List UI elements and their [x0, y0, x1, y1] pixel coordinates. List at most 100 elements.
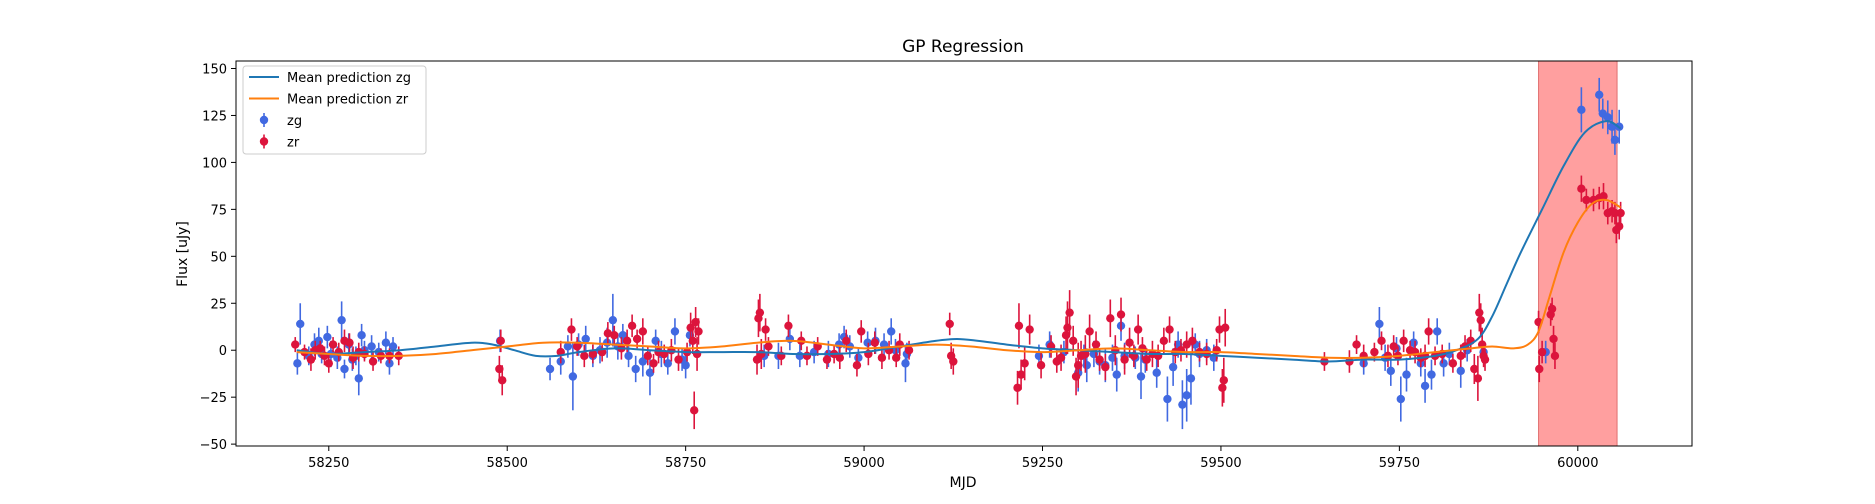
data-point-zr: [567, 325, 576, 334]
data-point-zr: [1377, 336, 1386, 346]
data-point-zr: [368, 357, 378, 366]
data-point-zr: [1547, 304, 1557, 314]
y-axis-label: Flux [uJy]: [175, 221, 191, 287]
data-point-zr: [1106, 314, 1115, 323]
data-point-zg: [323, 332, 332, 342]
x-tick-label: 59500: [1200, 456, 1241, 471]
data-point-zr: [1056, 353, 1066, 362]
data-point-zg: [854, 353, 863, 362]
data-point-zr: [1014, 321, 1024, 331]
data-point-zr: [328, 340, 338, 349]
y-tick-label: 50: [210, 250, 227, 265]
data-point-zg: [785, 334, 795, 344]
data-point-zr: [1159, 336, 1169, 346]
y-tick-label: 0: [219, 344, 227, 359]
data-point-zg: [1375, 319, 1384, 329]
data-point-zr: [1582, 195, 1591, 205]
data-point-zg: [1182, 391, 1191, 400]
data-point-zr: [1069, 336, 1078, 346]
data-point-zg: [901, 359, 910, 368]
data-point-zr: [1219, 376, 1228, 385]
legend-label: zr: [287, 136, 300, 151]
x-axis: 58250 58500 58750 59000 59250 59500 59750 60000: [308, 446, 1598, 471]
data-point-zr: [694, 327, 703, 336]
legend-item-zr: zr: [259, 134, 300, 151]
data-point-zg: [1168, 362, 1178, 372]
data-point-zr: [835, 353, 845, 362]
legend-marker-swatch: [259, 115, 269, 125]
legend-item-zg: zg: [259, 113, 302, 129]
x-tick-label: 59750: [1379, 456, 1420, 471]
y-tick-label: −25: [200, 391, 227, 406]
data-point-zr: [1473, 374, 1483, 383]
y-tick-label: 150: [202, 63, 227, 78]
data-point-zg: [388, 342, 398, 351]
x-tick-label: 58250: [308, 456, 349, 471]
data-point-zg: [1186, 374, 1196, 383]
data-point-zg: [863, 338, 872, 347]
data-point-zr: [1116, 310, 1126, 319]
legend: Mean prediction zg Mean prediction zr zg zr: [242, 65, 427, 155]
data-point-zr: [761, 325, 770, 334]
data-point-zr: [755, 308, 765, 317]
data-point-zr: [588, 349, 598, 359]
data-point-zg: [1456, 366, 1465, 376]
data-point-zg: [1163, 394, 1172, 404]
data-point-zg: [1402, 370, 1411, 379]
data-point-zr: [1120, 355, 1129, 364]
data-point-zr: [498, 376, 507, 385]
plot-frame: [235, 60, 1693, 447]
data-point-zr: [1456, 351, 1465, 361]
data-point-zr: [1188, 336, 1197, 346]
data-point-zg: [381, 338, 391, 347]
data-point-zr: [764, 342, 773, 351]
data-point-zr: [1065, 308, 1074, 317]
data-point-zr: [1577, 184, 1586, 193]
data-point-zr: [1165, 325, 1174, 334]
data-point-zg: [1420, 381, 1430, 391]
data-point-zg: [887, 327, 896, 336]
legend-marker-swatch: [259, 137, 269, 146]
data-point-zg: [545, 364, 555, 374]
data-point-zr: [1424, 327, 1433, 336]
data-point-zg: [1610, 135, 1620, 145]
data-point-zr: [891, 353, 901, 362]
data-point-zr: [1013, 383, 1022, 392]
data-point-zr: [1095, 355, 1104, 364]
data-point-zr: [622, 336, 632, 346]
data-point-zr: [690, 406, 699, 415]
data-point-zg: [337, 315, 346, 325]
data-point-zr: [1615, 222, 1624, 231]
data-point-zr: [1352, 340, 1361, 349]
data-point-zr: [822, 355, 832, 364]
data-point-zg: [1577, 105, 1586, 115]
y-tick-label: 75: [210, 203, 227, 218]
data-point-zr: [784, 321, 793, 331]
data-point-zg: [340, 364, 349, 374]
data-point-zr: [1101, 362, 1110, 372]
data-point-zr: [904, 346, 914, 355]
data-point-zr: [1550, 351, 1560, 361]
data-point-zr: [1470, 364, 1479, 374]
y-axis: −50 −25 0 25 50 75 100 125 150: [200, 63, 236, 453]
data-point-zr: [610, 330, 619, 340]
data-point-zr: [496, 336, 505, 346]
data-point-zr: [1138, 344, 1147, 353]
data-point-zg: [1136, 372, 1146, 381]
data-point-zr: [877, 353, 887, 362]
data-point-zr: [757, 349, 766, 359]
x-tick-label: 58750: [665, 456, 706, 471]
x-axis-label: MJD: [950, 475, 977, 491]
data-point-zr: [1020, 359, 1029, 368]
data-point-zr: [1153, 351, 1163, 361]
data-point-zr: [1133, 325, 1143, 334]
data-point-zg: [681, 361, 690, 370]
data-point-zg: [1386, 366, 1396, 376]
points-layer: [291, 77, 1625, 430]
legend-box: [242, 65, 427, 155]
data-point-zr: [1081, 349, 1090, 359]
data-point-zr: [345, 338, 354, 347]
x-tick-label: 59000: [843, 456, 884, 471]
